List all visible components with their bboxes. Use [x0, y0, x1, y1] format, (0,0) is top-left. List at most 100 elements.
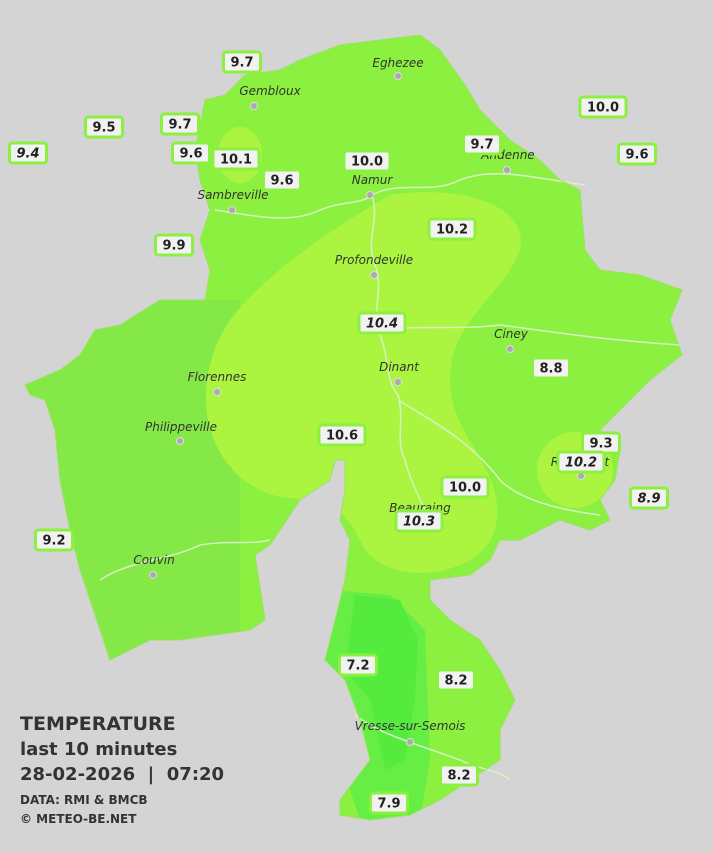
reading-box: [461, 132, 503, 156]
town-dot: [250, 102, 258, 110]
reading-value: 7.2: [346, 659, 369, 674]
reading-box: [221, 50, 263, 74]
reading-value: 9.6: [625, 148, 648, 163]
reading: 10.6: [317, 423, 367, 447]
reading: 8.9: [628, 486, 670, 510]
legend-datetime: 28-02-2026 | 07:20: [20, 764, 224, 785]
reading-box: [153, 233, 195, 257]
reading: 9.7: [159, 112, 201, 136]
reading-box: [83, 115, 125, 139]
reading-value: 9.9: [162, 239, 185, 254]
reading-box: [7, 141, 49, 165]
cool-zone: [345, 595, 418, 770]
town-dot: [370, 271, 378, 279]
reading-box: [435, 668, 477, 692]
legend-source: DATA: RMI & BMCB: [20, 793, 148, 807]
legend-copyright: © METEO-BE.NET: [20, 812, 137, 826]
river: [99, 539, 271, 581]
town-dot: [506, 345, 514, 353]
reading-value: 9.5: [92, 121, 115, 136]
river: [397, 399, 601, 516]
reading-value: 8.8: [539, 362, 562, 377]
reading: 10.0: [342, 149, 392, 173]
reading-value: 9.4: [16, 147, 39, 162]
reading-value: 10.3: [403, 515, 435, 530]
town-dot: [149, 571, 157, 579]
town-dot: [228, 206, 236, 214]
town-label: Sambreville: [197, 188, 268, 202]
river: [214, 172, 586, 219]
reading-box: [530, 356, 572, 380]
town-label: Dinant: [379, 360, 420, 374]
reading: 10.1: [211, 147, 261, 171]
reading: 9.3: [580, 431, 622, 455]
reading: 9.6: [616, 142, 658, 166]
reading: 9.4: [7, 141, 49, 165]
reading-box: [368, 791, 410, 815]
reading: 7.9: [368, 791, 410, 815]
town-label: Eghezee: [372, 56, 423, 70]
west-zone: [25, 300, 240, 660]
reading-box: [170, 141, 212, 165]
town-label: Ciney: [494, 327, 529, 341]
legend-subtitle: last 10 minutes: [20, 739, 177, 760]
town-label: Couvin: [133, 553, 174, 567]
reading: 9.7: [221, 50, 263, 74]
reading-value: 10.0: [587, 101, 619, 116]
reading-value: 10.4: [366, 317, 398, 332]
reading: 10.0: [578, 95, 628, 119]
reading-value: 10.1: [220, 153, 252, 168]
reading-value: 9.7: [168, 118, 191, 133]
reading: 10.0: [440, 475, 490, 499]
reading-value: 9.7: [470, 138, 493, 153]
reading-value: 9.2: [42, 534, 65, 549]
reading-box: [317, 423, 367, 447]
reading-box: [342, 149, 392, 173]
reading-value: 9.6: [270, 174, 293, 189]
reading: 9.2: [33, 528, 75, 552]
reading-value: 10.2: [436, 223, 468, 238]
reading-box: [628, 486, 670, 510]
reading: 9.9: [153, 233, 195, 257]
river: [354, 714, 511, 781]
town-dot: [577, 472, 585, 480]
town-dot: [176, 437, 184, 445]
reading-value: 10.6: [326, 429, 358, 444]
reading-value: 10.2: [565, 456, 597, 471]
readings: 9.7 9.5 9.4 9.7 9.6 10.1 9.6 10.0 9.7 10.0 9.6 9.9 1…: [7, 50, 670, 815]
reading-box: [211, 147, 261, 171]
town-dot: [394, 72, 402, 80]
reading-value: 8.2: [444, 674, 467, 689]
river: [379, 324, 681, 346]
reading-box: [357, 311, 407, 335]
reading-box: [556, 450, 606, 474]
town-dot: [213, 388, 221, 396]
reading-box: [261, 168, 303, 192]
reading-value: 8.2: [447, 769, 470, 784]
river: [370, 194, 431, 521]
reading: 8.2: [435, 668, 477, 692]
reading-value: 9.7: [230, 56, 253, 71]
reading: 9.5: [83, 115, 125, 139]
reading: 10.4: [357, 311, 407, 335]
town-dot: [366, 191, 374, 199]
reading-box: [440, 475, 490, 499]
reading: 9.6: [261, 168, 303, 192]
legend-title: TEMPERATURE: [20, 713, 176, 735]
reading: 7.2: [337, 653, 379, 677]
town-label: Gembloux: [239, 84, 301, 98]
reading-box: [337, 653, 379, 677]
reading-value: 8.9: [637, 492, 660, 507]
reading: 10.2: [556, 450, 606, 474]
town-label: Namur: [352, 173, 394, 187]
reading-box: [616, 142, 658, 166]
rivers: [99, 172, 681, 781]
town-dot: [406, 738, 414, 746]
reading-value: 9.3: [589, 437, 612, 452]
town-label: Florennes: [188, 370, 247, 384]
reading: 10.3: [394, 509, 444, 533]
reading-box: [33, 528, 75, 552]
reading: 9.7: [461, 132, 503, 156]
